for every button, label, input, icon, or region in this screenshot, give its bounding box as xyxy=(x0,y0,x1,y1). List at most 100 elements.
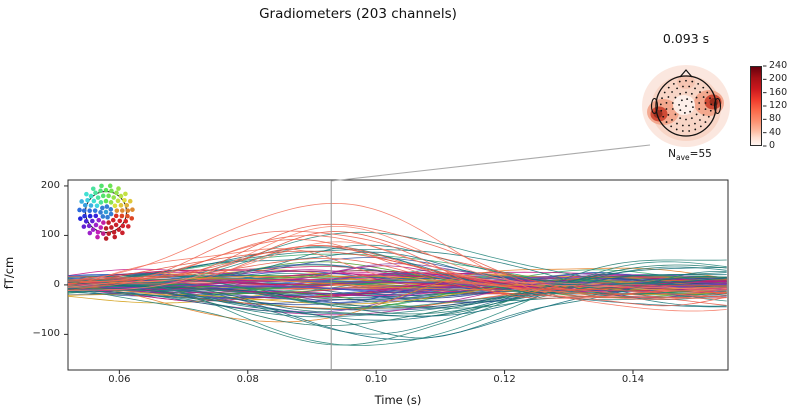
legend-sensor-dot xyxy=(106,231,112,236)
legend-sensor-dot xyxy=(98,225,104,230)
channel-trace[interactable] xyxy=(68,245,727,298)
topomap-sensor-dot xyxy=(660,109,663,112)
legend-sensor-dot xyxy=(123,191,128,197)
topomap-sensor-dot xyxy=(661,97,663,100)
channel-trace[interactable] xyxy=(67,231,727,295)
x-tick-label: 0.14 xyxy=(621,374,645,385)
topomap-sensor-dot xyxy=(694,128,697,131)
topomap-sensor-dot xyxy=(670,125,673,128)
topomap-sensor-dot xyxy=(676,122,678,125)
topomap-sensor-dot xyxy=(662,115,665,118)
legend-sensor-dot xyxy=(120,223,126,229)
channel-trace[interactable] xyxy=(67,259,727,346)
channel-trace[interactable] xyxy=(67,235,727,299)
y-axis-label: fT/cm xyxy=(2,256,16,290)
channel-trace[interactable] xyxy=(67,277,727,340)
topomap-sensor-dot xyxy=(663,91,666,94)
topomap-head-outline xyxy=(655,75,717,137)
legend-sensor-dot xyxy=(116,227,122,232)
channel-trace[interactable] xyxy=(67,272,727,303)
channel-trace[interactable] xyxy=(67,274,727,317)
topomap-sensor-dot xyxy=(680,99,683,102)
legend-sensor-dot xyxy=(108,207,114,212)
topomap-sensor-dot xyxy=(688,85,691,88)
legend-sensor-dot xyxy=(93,213,99,219)
nave-label: Nave=55 xyxy=(620,148,760,162)
topomap-sensor-dot xyxy=(702,114,705,116)
legend-sensor-dot xyxy=(77,207,82,213)
channel-trace[interactable] xyxy=(67,202,727,312)
legend-sensor-dot xyxy=(99,183,104,189)
topomap-sensor-dot xyxy=(667,86,670,89)
colorbar-tick-label: 120 xyxy=(769,100,788,111)
channel-trace[interactable] xyxy=(67,244,727,300)
legend-sensor-dot xyxy=(81,208,87,213)
legend-sensor-dot xyxy=(82,202,88,208)
topomap-sensor-dot xyxy=(690,92,693,95)
figure-title: Gradiometers (203 channels) xyxy=(259,6,457,22)
legend-sensor-dot xyxy=(112,234,118,240)
topomap-sensor-dot xyxy=(698,108,701,110)
legend-sensor-dot xyxy=(116,186,121,191)
legend-sensor-dot xyxy=(90,218,95,224)
legend-sensor-dot xyxy=(88,193,94,199)
topomap-sensor-dot xyxy=(671,119,673,121)
colorbar-tick-label: 240 xyxy=(769,60,788,71)
legend-sensor-dot xyxy=(87,213,93,219)
channel-trace[interactable] xyxy=(67,266,727,335)
legend-sensor-dot xyxy=(87,230,93,236)
legend-sensor-dot xyxy=(86,223,92,229)
channel-trace[interactable] xyxy=(67,245,727,301)
x-tick-label: 0.06 xyxy=(108,374,131,385)
topomap-sensor-dot xyxy=(674,113,677,116)
legend-sensor-dot xyxy=(123,218,129,224)
colorbar-tick-label: 0 xyxy=(769,140,776,151)
topomap-sensor-dot xyxy=(679,92,682,95)
topomap-sensor-dot xyxy=(706,91,709,94)
colorbar-tick-label: 80 xyxy=(769,113,782,125)
topomap-sensor-dot xyxy=(676,87,678,90)
topomap-sensor-dot xyxy=(685,105,687,107)
topomap-sensor-dot xyxy=(688,124,690,127)
channel-trace[interactable] xyxy=(67,248,727,292)
legend-sensor-dot xyxy=(93,190,98,196)
topomap-left-ear xyxy=(650,97,659,115)
topomap-sensor-dot xyxy=(681,124,684,127)
legend-sensor-dot xyxy=(110,217,116,223)
topomap-sensor-dot xyxy=(665,101,668,104)
channel-trace[interactable] xyxy=(67,272,727,318)
legend-sensor-dot xyxy=(125,208,131,213)
y-tick-label: 200 xyxy=(40,179,60,191)
legend-sensor-dot xyxy=(93,222,99,228)
topomap-sensor-dot xyxy=(689,110,692,113)
legend-sensor-dot xyxy=(120,208,125,213)
legend-sensor-dot xyxy=(103,236,109,241)
topomap-sensor-dot xyxy=(682,85,684,88)
topomap-sensor-dot xyxy=(685,79,687,82)
y-tick-label: 100 xyxy=(40,229,60,241)
legend-sensor-dot xyxy=(94,203,100,209)
channel-trace[interactable] xyxy=(67,230,727,307)
channel-trace[interactable] xyxy=(67,226,727,291)
legend-sensor-dot xyxy=(83,218,89,224)
topomap-sensor-dot xyxy=(679,109,682,112)
legend-sensor-dot xyxy=(104,204,110,209)
topomap-nose xyxy=(679,69,693,78)
channel-trace[interactable] xyxy=(67,264,727,327)
legend-sensor-dot xyxy=(119,213,125,219)
channel-trace[interactable] xyxy=(67,261,727,346)
channel-trace[interactable] xyxy=(67,223,727,306)
topomap-sensor-dot xyxy=(686,98,689,100)
legend-sensor-dot xyxy=(124,202,130,208)
legend-sensor-dot xyxy=(118,203,124,208)
butterfly-traces xyxy=(67,202,727,346)
topomap-sensor-dot xyxy=(683,112,686,114)
topomap-sensor-dot xyxy=(710,103,713,106)
topomap-time-label: 0.093 s xyxy=(662,31,710,46)
nave-prefix: N xyxy=(668,148,677,160)
topomap-field-blob xyxy=(677,75,695,89)
topomap-sensor-dot xyxy=(704,102,707,104)
legend-sensor-dot xyxy=(95,230,101,235)
legend-sensor-dot xyxy=(100,205,105,211)
